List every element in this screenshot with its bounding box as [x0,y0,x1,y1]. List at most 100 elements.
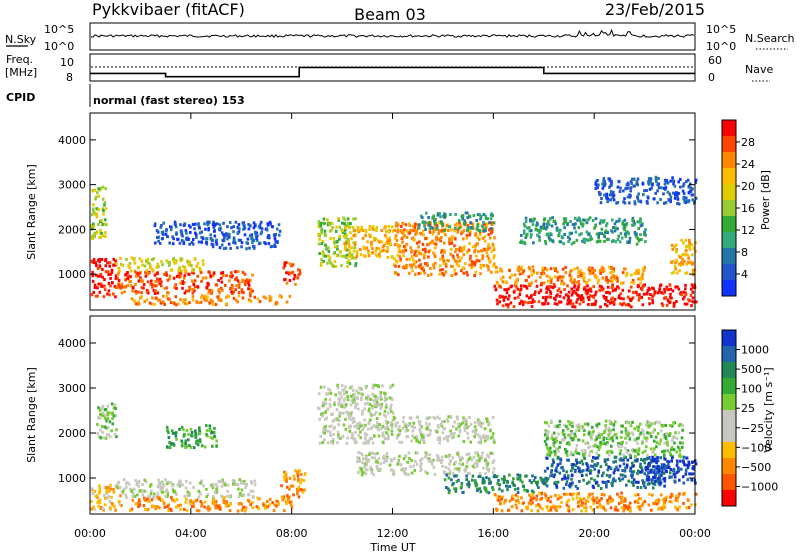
power-cell [247,279,250,283]
power-cell [353,228,357,232]
velocity-cell [346,436,349,440]
power-cell [545,287,548,291]
power-cell [635,235,638,239]
velocity-cell [368,418,372,422]
velocity-cell [99,505,103,509]
power-cell [691,296,695,300]
velocity-cell [610,444,613,448]
velocity-cell [466,431,469,435]
velocity-cell [529,496,533,500]
velocity-cell [178,427,181,431]
velocity-cell [104,486,108,490]
velocity-cell [543,433,547,437]
power-cell [193,257,197,261]
velocity-cell [190,500,194,504]
power-cell [548,284,551,288]
power-cell [660,302,664,306]
power-cell [129,275,132,279]
velocity-cell [585,462,588,466]
power-cell [567,240,570,244]
power-cell [391,229,395,233]
velocity-cell [180,483,183,487]
velocity-cell [390,429,394,433]
velocity-cell [612,460,615,464]
velocity-cell [476,418,480,422]
power-cell [478,229,482,233]
power-cell [344,244,347,247]
power-cell [91,237,94,241]
power-cell [518,289,522,293]
power-cell [631,278,635,282]
power-cell [91,213,94,217]
power-cell [114,295,117,299]
velocity-cell [108,489,111,493]
velocity-cell [567,505,571,509]
power-cell [429,241,433,245]
power-cell [333,240,336,244]
power-cell [159,225,163,229]
velocity-cell [318,441,322,445]
velocity-cell [477,422,481,426]
power-cell [171,235,174,239]
power-cell [682,182,686,186]
velocity-cell [492,438,496,442]
power-cell [631,296,635,300]
velocity-cell [627,505,630,509]
power-cell [126,271,129,274]
power-cell [669,287,672,291]
power-cell [248,234,252,238]
power-cell [543,226,547,230]
power-cell [538,235,541,239]
power-cell [632,223,636,227]
power-cell [454,224,458,228]
power-cell [144,274,148,278]
velocity-cell [362,471,365,475]
power-cell [185,302,189,306]
power-cell [551,286,555,290]
power-cell [537,300,541,304]
velocity-cell [476,462,479,466]
power-cell [149,264,152,268]
power-cell [507,297,510,301]
velocity-cell [238,491,242,495]
power-cell [579,269,582,273]
velocity-cell [421,435,425,439]
power-cell [532,269,535,273]
power-cell [137,279,141,283]
power-cell [236,284,239,288]
velocity-cell [602,471,605,475]
power-cell [637,269,641,273]
velocity-cell [368,437,372,440]
power-cell [100,219,103,223]
power-cell [106,270,110,274]
power-cell [627,183,630,187]
velocity-cell [554,507,557,511]
power-cell [597,234,600,238]
velocity-cell [157,497,161,501]
power-cell [628,193,631,197]
velocity-cell [517,501,521,505]
power-ylabel: Slant Range [km] [25,164,38,260]
velocity-cell [454,489,458,492]
velocity-cell [623,504,626,507]
velocity-cell [669,495,672,499]
velocity-cell [546,432,550,436]
velocity-cell [626,429,630,433]
power-cell [438,272,441,276]
power-cell [294,282,297,286]
power-cell [692,300,696,304]
power-cell [328,258,331,262]
power-cell [131,286,135,289]
power-cell [355,255,359,259]
velocity-cell [631,473,634,477]
power-cell [229,246,232,250]
power-cell [632,177,636,181]
velocity-cell [108,435,112,439]
velocity-cell [577,469,581,473]
power-cell [672,304,676,308]
power-cell [684,287,687,291]
velocity-cell [422,439,426,443]
power-cell [490,270,493,274]
velocity-cell [616,492,619,496]
velocity-cell [357,391,360,395]
